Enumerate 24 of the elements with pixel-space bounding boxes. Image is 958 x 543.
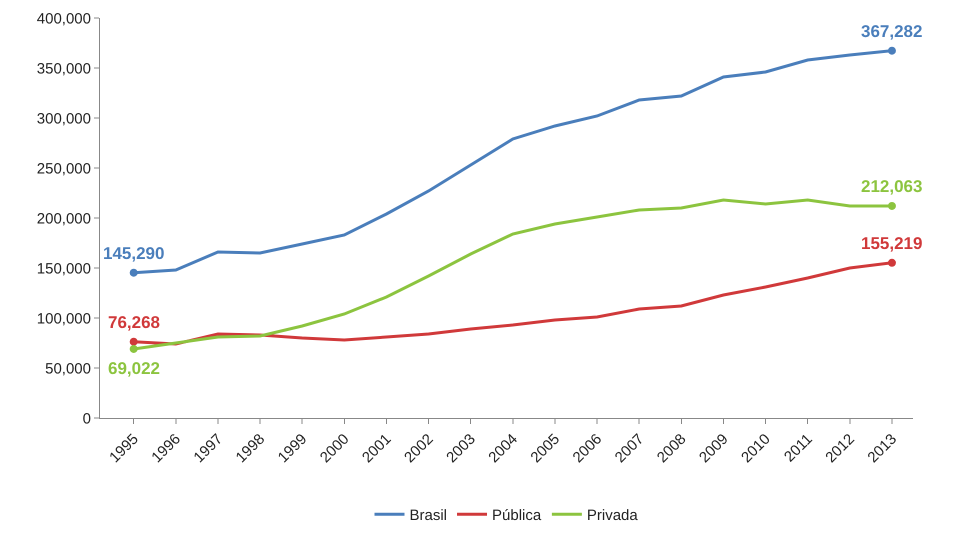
point [130,344,138,353]
y-tick-label: 200,000 [36,210,91,228]
legend-label: Brasil [410,507,448,524]
point [130,268,138,277]
data-label: 155,219 [861,234,922,253]
y-tick-label: 250,000 [36,160,91,178]
y-tick-label: 100,000 [36,310,91,328]
point [130,338,138,346]
point [888,258,896,267]
y-tick-label: 0 [82,410,91,428]
y-tick-label: 300,000 [36,110,91,128]
point [888,202,896,210]
data-label: 76,268 [108,313,160,332]
data-label: 69,022 [108,359,160,378]
legend-label: Pública [492,507,542,524]
y-tick-label: 150,000 [36,260,91,278]
point [888,46,896,55]
legend-label: Privada [586,507,638,524]
y-tick-label: 400,000 [36,10,91,28]
data-label: 145,290 [103,244,164,263]
y-tick-label: 50,000 [45,360,91,378]
data-label: 212,063 [861,177,922,196]
y-tick-label: 350,000 [36,60,91,78]
data-label: 367,282 [861,22,922,41]
